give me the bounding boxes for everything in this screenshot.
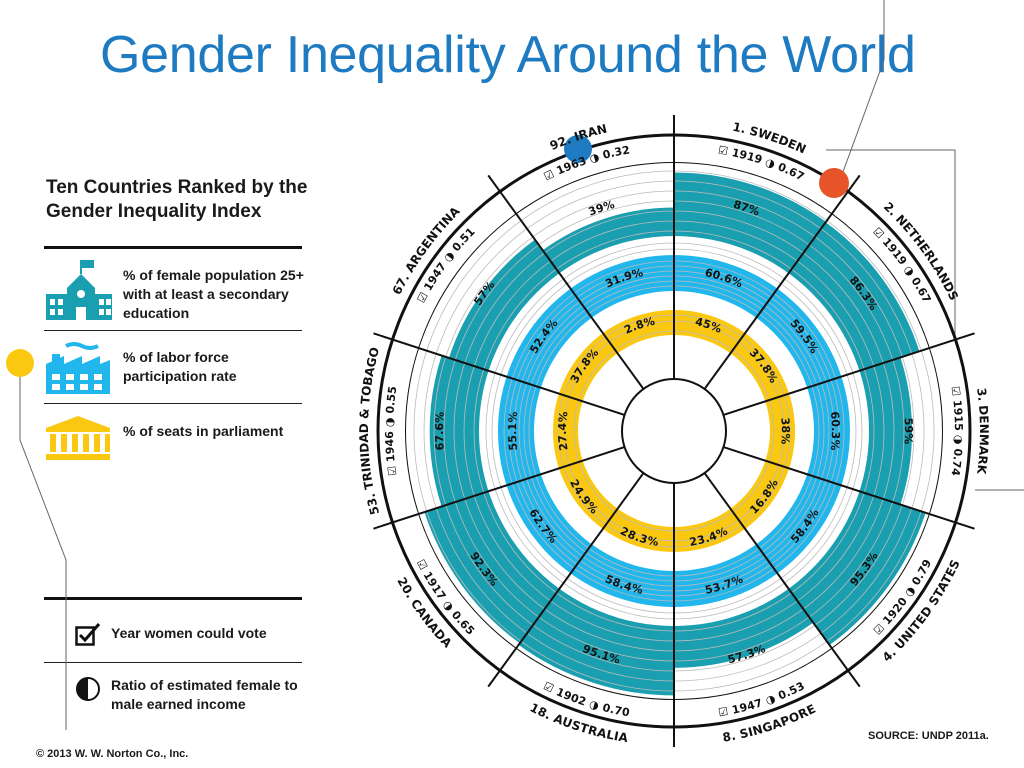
vote-ratio-label: ☑ 1946 ◑ 0.55 (383, 385, 399, 476)
marker-dot (6, 349, 34, 377)
labor-value-label: 55.1% (506, 411, 520, 451)
spoke-line (373, 446, 625, 530)
spoke-line (373, 332, 625, 416)
connector-line (826, 149, 956, 340)
parliament-value-label-text: 27.4% (556, 411, 571, 452)
chart-subtitle: Ten Countries Ranked by the Gender Inequ… (46, 177, 308, 222)
education-gap (900, 348, 942, 514)
spoke-line (487, 472, 645, 688)
connector-line (19, 363, 67, 730)
education-gap (674, 163, 832, 222)
key-label-vote: Year women could vote (111, 625, 267, 641)
education-value-label-text: 67.6% (433, 411, 447, 450)
education-gap (674, 622, 832, 699)
legend-top-rule (44, 246, 302, 249)
education-gap (419, 512, 520, 648)
legend-divider (44, 330, 302, 331)
source-note: SOURCE: UNDP 2011a. (868, 730, 989, 742)
checkbox-icon (75, 622, 101, 651)
education-value-label-text: 59% (902, 417, 915, 444)
center-circle (621, 378, 727, 484)
legend-label-education: % of female population 25+ with at least… (123, 267, 304, 321)
parliament-value-label: 38% (778, 417, 792, 445)
labor-value-label: 60.3% (828, 411, 842, 451)
school-building-icon (44, 260, 116, 327)
vote-ratio-label: ☑ 1915 ◑ 0.74 (949, 385, 966, 477)
spoke-line (723, 332, 975, 416)
labor-value-label-text: 55.1% (506, 411, 520, 451)
spoke-line (703, 174, 861, 390)
legend-label-parliament: % of seats in parliament (123, 423, 284, 439)
legend-label-labor: % of labor force participation rate (123, 349, 237, 384)
key-top-rule (44, 597, 302, 600)
education-value-label: 67.6% (433, 411, 447, 450)
factory-icon (44, 342, 112, 399)
key-label-ratio: Ratio of estimated female to male earned… (111, 677, 298, 712)
education-gap (419, 214, 535, 358)
connector-line (839, 0, 885, 181)
country-label: 3. DENMARK (974, 387, 991, 475)
marker-dot (819, 168, 849, 198)
spoke-line (703, 472, 861, 688)
education-gap (516, 163, 674, 251)
parliament-building-icon (44, 416, 112, 465)
copyright: © 2013 W. W. Norton Co., Inc. (36, 748, 189, 760)
key-divider (44, 662, 302, 663)
page-title: Gender Inequality Around the World (100, 26, 916, 84)
half-circle-icon (75, 676, 101, 707)
parliament-value-label: 27.4% (556, 411, 571, 452)
country-label-text: 3. DENMARK (974, 387, 991, 475)
vote-ratio-label-text: ☑ 1946 ◑ 0.55 (383, 385, 399, 476)
parliament-value-label-text: 38% (778, 417, 792, 445)
spoke-line (487, 174, 645, 390)
labor-value-label-text: 60.3% (828, 411, 842, 451)
marker-dot (564, 135, 592, 163)
education-value-label: 59% (902, 417, 915, 444)
vote-ratio-label-text: ☑ 1915 ◑ 0.74 (949, 385, 966, 477)
spoke-line (723, 446, 975, 530)
legend-divider (44, 403, 302, 404)
